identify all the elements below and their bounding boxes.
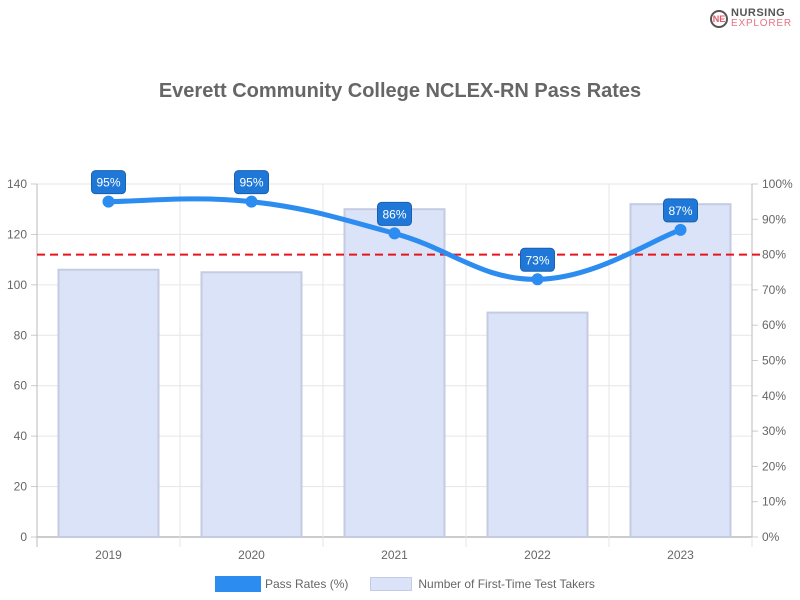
legend-swatch-pass-rates[interactable] (215, 576, 261, 592)
y-tick-label-right: 100% (762, 177, 793, 191)
x-tick-label: 2020 (238, 548, 265, 562)
y-tick-label-right: 0% (762, 530, 780, 544)
data-label-box (91, 170, 126, 195)
chart-title: Everett Community College NCLEX-RN Pass … (158, 80, 642, 102)
x-tick-label: 2022 (524, 548, 551, 562)
data-label: 73% (525, 253, 549, 267)
y-tick-label-left: 60 (14, 379, 28, 393)
legend-label-test-takers[interactable]: Number of First-Time Test Takers (418, 577, 595, 591)
pass-rate-point-2019 (102, 195, 115, 208)
data-label: 87% (668, 204, 692, 218)
logo-line2: EXPLORER (731, 18, 792, 29)
x-tick-label: 2023 (667, 548, 694, 562)
y-tick-label-left: 20 (14, 480, 28, 494)
y-tick-label-right: 90% (762, 212, 786, 226)
y-tick-label-right: 30% (762, 424, 786, 438)
y-tick-label-right: 80% (762, 248, 786, 262)
data-label-box (520, 247, 555, 272)
legend-label-pass-rates[interactable]: Pass Rates (%) (265, 577, 349, 591)
bar-2019 (57, 268, 160, 538)
pass-rate-point-2020 (245, 195, 258, 208)
y-tick-label-left: 120 (7, 227, 27, 241)
y-tick-label-right: 60% (762, 318, 786, 332)
y-tick-label-right: 50% (762, 354, 786, 368)
y-tick-label-left: 100 (7, 278, 27, 292)
y-tick-label-right: 10% (762, 495, 786, 509)
logo-line1: NURSING (731, 7, 786, 19)
y-tick-label-right: 20% (762, 459, 786, 473)
data-label: 95% (239, 176, 263, 190)
data-label-box (663, 198, 698, 223)
y-tick-label-left: 0 (20, 530, 27, 544)
bar-2021 (343, 208, 446, 538)
legend: Pass Rates (%) Number of First-Time Test… (215, 576, 595, 592)
legend-swatch-test-takers[interactable] (370, 577, 413, 591)
data-label: 95% (96, 176, 120, 190)
y-tick-label-left: 40 (14, 429, 28, 443)
bar-2023 (629, 203, 732, 539)
y-tick-label-right: 40% (762, 389, 786, 403)
data-label-box (377, 201, 412, 226)
y-tick-label-left: 80 (14, 328, 28, 342)
bar-2020 (200, 271, 303, 538)
data-label: 86% (382, 207, 406, 221)
nursing-explorer-logo: NE NURSING EXPLORER (710, 8, 792, 29)
pass-rate-point-2023 (674, 223, 687, 236)
data-label-box (234, 170, 269, 195)
y-tick-label-left: 140 (7, 177, 27, 191)
pass-rate-point-2022 (531, 273, 544, 286)
y-tick-label-right: 70% (762, 283, 786, 297)
pass-rate-point-2021 (388, 227, 401, 240)
bar-2022 (486, 311, 589, 539)
x-tick-label: 2019 (95, 548, 122, 562)
x-tick-label: 2021 (381, 548, 408, 562)
logo-mark-icon: NE (710, 9, 728, 28)
